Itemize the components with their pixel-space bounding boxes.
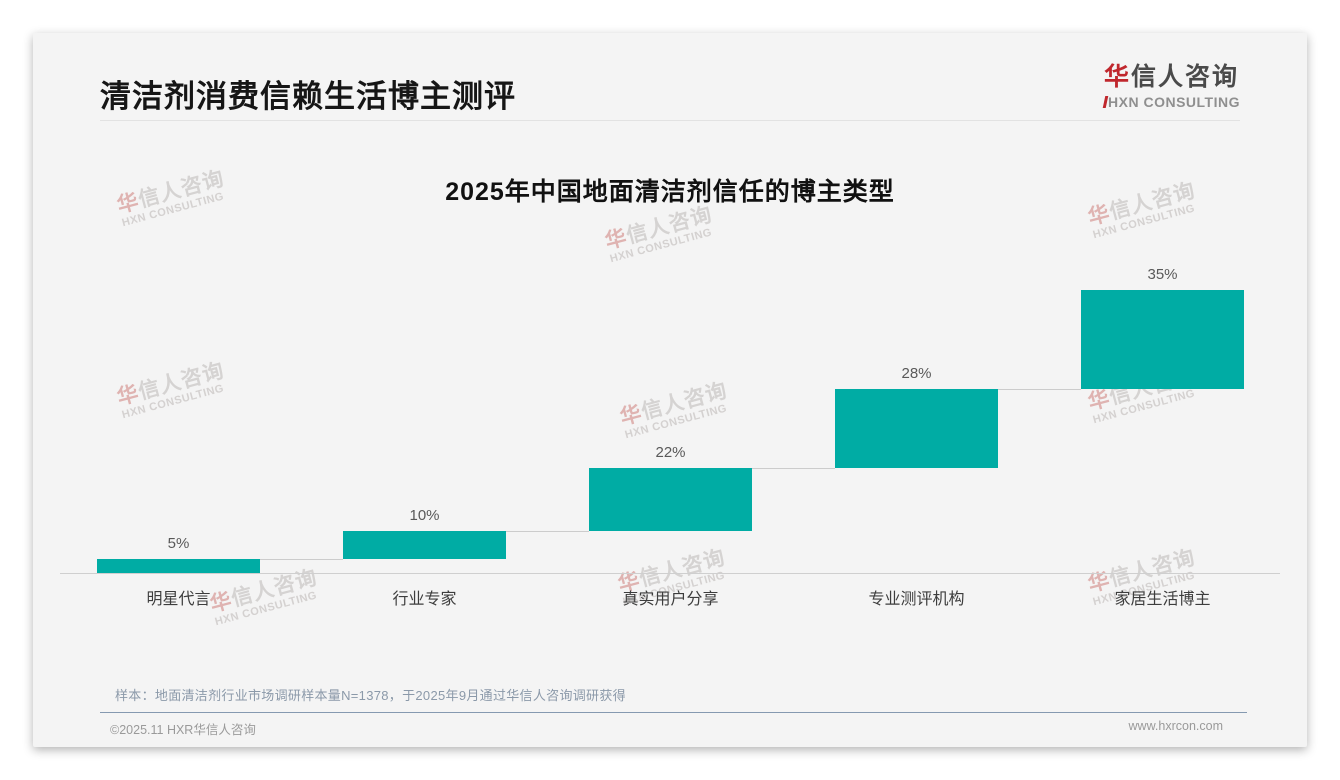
- website-url: www.hxrcon.com: [1128, 719, 1223, 733]
- stair-bar-chart: 5% 明星代言 10% 行业专家 22% 真实用户分享 28% 专业测评机构 35% 家居生活博主: [33, 33, 1307, 747]
- bar-value-label: 10%: [409, 506, 440, 524]
- logo-en-label: HXN CONSULTING: [1108, 94, 1240, 110]
- header-divider: [100, 120, 1240, 121]
- x-axis-baseline: [60, 573, 1280, 574]
- connector-line: [506, 530, 589, 532]
- category-label: 真实用户分享: [622, 591, 719, 608]
- connector-line: [752, 468, 835, 470]
- connector-line: [998, 389, 1081, 390]
- connector-line: [260, 558, 343, 560]
- logo-en-text: HXN CONSULTING: [1102, 94, 1240, 110]
- bar-value-label: 35%: [1147, 266, 1178, 283]
- bar-真实用户分享: [589, 468, 752, 531]
- logo-cn-first-char: 华: [1104, 63, 1132, 91]
- sample-footnote: 样本：地面清洁剂行业市场调研样本量N=1378，于2025年9月通过华信人咨询调…: [115, 688, 626, 703]
- bar-明星代言: [97, 558, 260, 574]
- footer-divider: [100, 712, 1247, 713]
- logo-cn-rest: 信人咨询: [1131, 63, 1240, 91]
- bar-行业专家: [343, 530, 506, 559]
- category-label: 行业专家: [392, 591, 457, 608]
- bar-家居生活博主: [1081, 290, 1244, 389]
- bar-value-label: 22%: [655, 444, 686, 462]
- bar-专业测评机构: [835, 389, 998, 469]
- report-card: 华信人咨询 HXN CONSULTING 华信人咨询 HXN CONSULTING…: [33, 33, 1307, 747]
- logo-cn-text: 华信人咨询: [1104, 57, 1240, 93]
- chart-title: 2025年中国地面清洁剂信任的博主类型: [445, 178, 895, 206]
- category-label: 明星代言: [146, 591, 211, 608]
- bar-value-label: 28%: [901, 365, 932, 382]
- category-label: 家居生活博主: [1114, 591, 1211, 608]
- company-logo: 华信人咨询 HXN CONSULTING: [1102, 57, 1240, 110]
- page-title: 清洁剂消费信赖生活博主测评: [100, 79, 516, 114]
- copyright-text: ©2025.11 HXR华信人咨询: [110, 723, 256, 737]
- bar-value-label: 5%: [167, 534, 190, 552]
- category-label: 专业测评机构: [868, 591, 965, 608]
